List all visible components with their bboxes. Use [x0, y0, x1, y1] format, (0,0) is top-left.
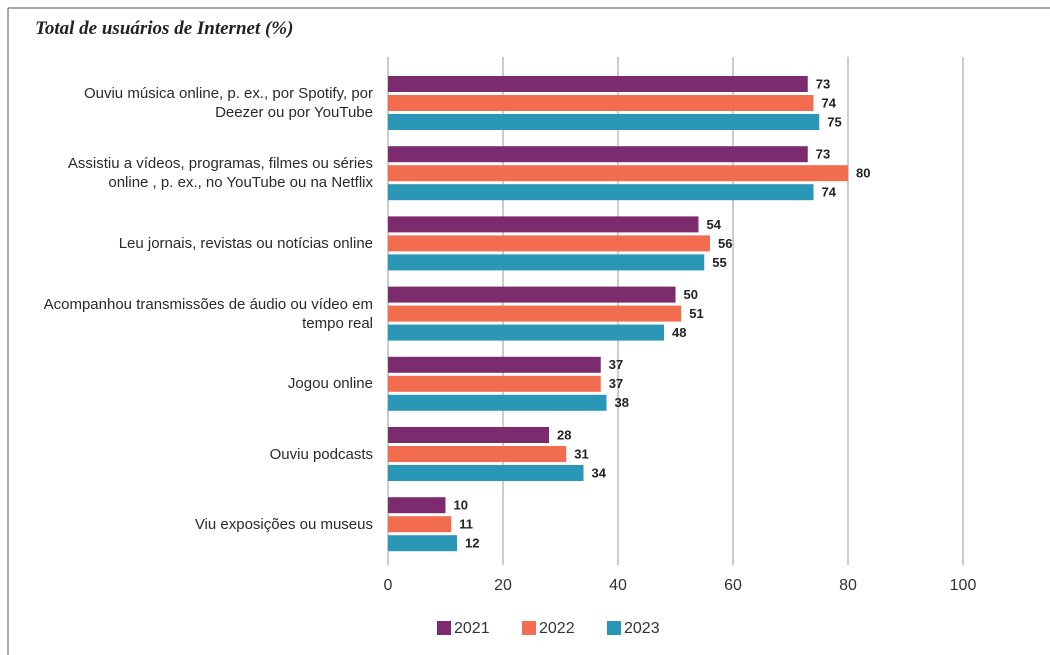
value-label: 48: [672, 325, 686, 340]
bar: [388, 146, 808, 163]
bar: [388, 427, 549, 443]
value-label: 73: [816, 76, 830, 91]
value-label: 80: [856, 166, 870, 181]
value-label: 74: [822, 95, 837, 110]
category-label: Ouviu podcasts: [269, 445, 373, 463]
legend-swatch: [607, 621, 621, 635]
legend-label: 2023: [624, 620, 660, 637]
x-tick-label: 60: [724, 577, 742, 594]
chart-title: Total de usuários de Internet (%): [35, 18, 294, 39]
value-label: 74: [822, 185, 837, 200]
category-label: Viu exposições ou museus: [194, 515, 373, 533]
bar: [388, 216, 699, 233]
bar: [388, 394, 607, 411]
bar: [388, 76, 808, 92]
category-label: Ouviu música online, p. ex., por Spotify…: [83, 85, 373, 121]
value-label: 31: [574, 446, 588, 461]
bar: [388, 465, 584, 481]
value-label: 55: [712, 255, 726, 270]
category-label: Jogou online: [287, 375, 373, 393]
category-label: Acompanhou transmissões de áudio ou víde…: [43, 295, 373, 332]
bar: [388, 375, 601, 392]
bar: [388, 235, 710, 252]
x-tick-label: 20: [494, 577, 512, 594]
bar: [388, 516, 452, 533]
bar: [388, 286, 676, 303]
value-label: 56: [718, 236, 732, 251]
legend-label: 2022: [539, 620, 575, 637]
bar: [388, 114, 820, 130]
bar: [388, 305, 682, 322]
bar: [388, 324, 664, 341]
bar: [388, 535, 457, 552]
value-label: 75: [827, 114, 841, 129]
value-label: 12: [465, 536, 479, 551]
legend-label: 2021: [454, 620, 490, 637]
legend-swatch: [437, 621, 451, 635]
value-label: 34: [592, 465, 607, 480]
bar: [388, 497, 446, 514]
value-label: 37: [609, 357, 623, 372]
value-label: 37: [609, 376, 623, 391]
x-tick-label: 40: [609, 577, 627, 594]
bar: [388, 184, 814, 201]
value-label: 50: [684, 287, 698, 302]
value-label: 28: [557, 427, 571, 442]
value-label: 11: [459, 517, 473, 532]
value-label: 54: [707, 217, 722, 232]
value-label: 73: [816, 147, 830, 162]
bar: [388, 254, 705, 271]
x-tick-label: 80: [839, 577, 857, 594]
bar: [388, 95, 814, 111]
value-label: 10: [454, 498, 468, 513]
value-label: 38: [615, 395, 629, 410]
bar: [388, 356, 601, 373]
bar: [388, 165, 848, 182]
legend-swatch: [522, 621, 536, 635]
x-tick-label: 100: [950, 577, 977, 594]
bar: [388, 446, 567, 462]
x-tick-label: 0: [384, 577, 393, 594]
category-label: Leu jornais, revistas ou notícias online: [118, 234, 373, 252]
value-label: 51: [689, 306, 703, 321]
category-label: Assistiu a vídeos, programas, filmes ou …: [67, 155, 373, 192]
